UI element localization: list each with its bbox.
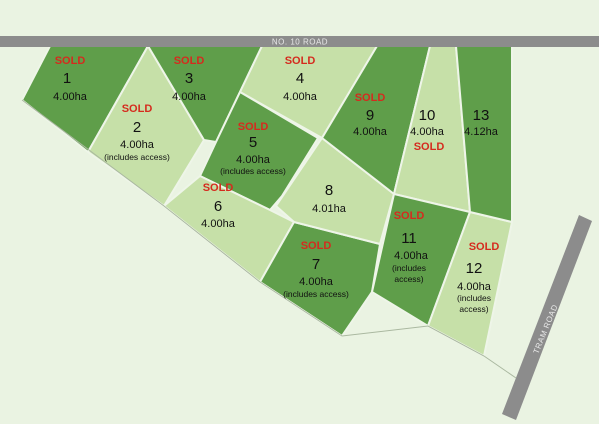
sold-label: SOLD [238, 121, 269, 133]
lot-number: 9 [366, 107, 374, 124]
lot-area: 4.00ha [120, 139, 155, 151]
sold-label: SOLD [301, 240, 332, 252]
lot-note: access) [394, 274, 423, 284]
sold-label: SOLD [122, 103, 153, 115]
no10-road-label: NO. 10 ROAD [272, 38, 328, 47]
sold-label: SOLD [55, 55, 86, 67]
lot-note: access) [459, 304, 488, 314]
lot-number: 10 [419, 107, 436, 124]
lot-area: 4.00ha [172, 91, 207, 103]
lot-4-label: SOLD 4 4.00ha [283, 55, 318, 103]
lot-number: 2 [133, 119, 141, 136]
lot-note: (includes access) [283, 289, 349, 299]
lot-number: 13 [473, 107, 490, 124]
lot-number: 6 [214, 198, 222, 215]
lot-number: 1 [63, 70, 71, 87]
lot-6-label: SOLD 6 4.00ha [201, 182, 236, 230]
sold-label: SOLD [355, 92, 386, 104]
lot-number: 7 [312, 256, 320, 273]
lot-number: 12 [466, 260, 483, 277]
tram-road [502, 215, 592, 420]
lot-1-label: SOLD 1 4.00ha [53, 55, 88, 103]
lot-11-label: SOLD 11 4.00ha (includes access) [392, 210, 429, 284]
lot-9-label: SOLD 9 4.00ha [353, 92, 388, 138]
lot-area: 4.00ha [457, 281, 492, 293]
lot-number: 4 [296, 70, 304, 87]
lot-7-label: SOLD 7 4.00ha (includes access) [283, 240, 349, 299]
lot-10-label: 10 4.00ha SOLD [410, 107, 445, 153]
lot-number: 11 [401, 230, 417, 247]
lot-note: (includes access) [220, 166, 286, 176]
sold-label: SOLD [414, 141, 445, 153]
lot-area: 4.00ha [53, 91, 88, 103]
lot-area: 4.00ha [299, 276, 334, 288]
lot-area: 4.00ha [283, 91, 318, 103]
lot-area: 4.01ha [312, 203, 347, 215]
lot-13-label: 13 4.12ha [464, 107, 499, 138]
sold-label: SOLD [203, 182, 234, 194]
lot-12-label: SOLD 12 4.00ha (includes access) [457, 241, 499, 314]
lot-area: 4.00ha [410, 126, 445, 138]
lot-number: 8 [325, 182, 333, 199]
sold-label: SOLD [174, 55, 205, 67]
sold-label: SOLD [394, 210, 425, 222]
no10-road [0, 36, 599, 47]
lot-8-label: 8 4.01ha [312, 182, 347, 215]
lot-number: 5 [249, 134, 257, 151]
lot-number: 3 [185, 70, 193, 87]
lot-area: 4.00ha [201, 218, 236, 230]
lot-area: 4.12ha [464, 126, 499, 138]
lot-2-label: SOLD 2 4.00ha (includes access) [104, 103, 170, 162]
lot-area: 4.00ha [394, 250, 429, 262]
lot-3-label: SOLD 3 4.00ha [172, 55, 207, 103]
lot-5-label: SOLD 5 4.00ha (includes access) [220, 121, 286, 176]
sold-label: SOLD [285, 55, 316, 67]
sold-label: SOLD [469, 241, 500, 253]
lot-note: (includes access) [104, 152, 170, 162]
lot-area: 4.00ha [353, 126, 388, 138]
lot-note: (includes [457, 293, 491, 303]
lot-area: 4.00ha [236, 154, 271, 166]
boundary-line [21, 99, 517, 379]
lot-note: (includes [392, 263, 426, 273]
